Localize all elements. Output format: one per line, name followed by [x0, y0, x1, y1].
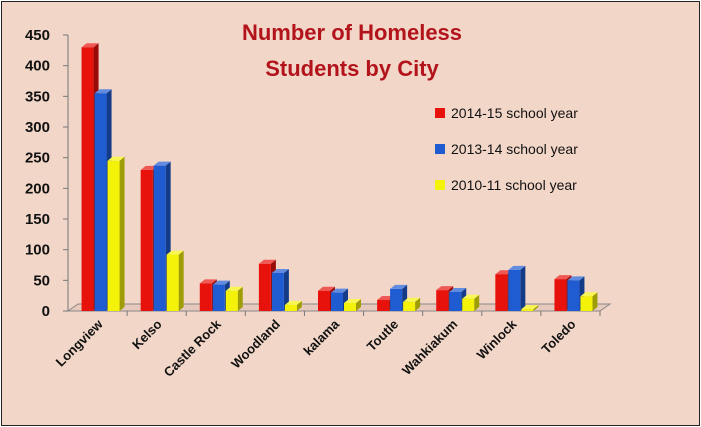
bar-toledo-series-3 [580, 292, 598, 311]
y-tick-label: 300 [25, 119, 50, 136]
legend-label: 2010-11 school year [451, 177, 577, 193]
bar-kalama-series-3 [344, 299, 361, 311]
bar-wahkiakum-series-3 [462, 294, 480, 311]
legend-item-2: 2013-14 school year [435, 141, 578, 157]
bar-kelso-series-3 [166, 250, 184, 311]
bar-woodland-series-2 [271, 268, 289, 311]
legend-label: 2013-14 school year [451, 141, 578, 157]
x-category-label: Winlock [474, 316, 520, 362]
chart-title-line-1: Number of Homeless [242, 20, 462, 45]
x-category-label: Kelso [129, 316, 165, 352]
legend-item-1: 2014-15 school year [435, 105, 578, 121]
y-tick-label: 50 [33, 272, 50, 289]
x-category-label: Castle Rock [161, 316, 225, 380]
x-category-label: Wahkiakum [399, 317, 460, 378]
y-tick-label: 250 [25, 150, 50, 167]
legend-label: 2014-15 school year [451, 105, 578, 121]
y-tick-label: 100 [25, 242, 50, 259]
bar-woodland-series-3 [284, 300, 302, 311]
legend-swatch [435, 180, 445, 190]
y-tick-label: 0 [42, 303, 50, 320]
y-tick-label: 350 [25, 88, 50, 105]
x-category-label: Toutle [364, 317, 401, 354]
y-tick-label: 400 [25, 58, 50, 75]
bar-castle-rock-series-3 [225, 286, 243, 311]
bar-longview-series-3 [107, 156, 125, 311]
bar-toutle-series-3 [403, 297, 421, 311]
bars [81, 43, 598, 312]
legend-swatch [435, 108, 445, 118]
y-tick-label: 150 [25, 211, 50, 228]
legend: 2014-15 school year 2013-14 school year 20… [435, 105, 578, 193]
legend-item-3: 2010-11 school year [435, 177, 577, 193]
y-tick-label: 450 [25, 27, 50, 44]
x-category-label: Longview [53, 316, 107, 370]
legend-swatch [435, 144, 445, 154]
y-tick-label: 200 [25, 180, 50, 197]
x-category-label: kalama [300, 316, 342, 358]
x-category-label: Woodland [228, 316, 283, 371]
x-category-label: Toledo [539, 316, 579, 356]
bar-winlock-series-3 [521, 305, 539, 311]
chart-title-line-2: Students by City [265, 56, 439, 81]
bar-winlock-series-2 [508, 265, 526, 311]
